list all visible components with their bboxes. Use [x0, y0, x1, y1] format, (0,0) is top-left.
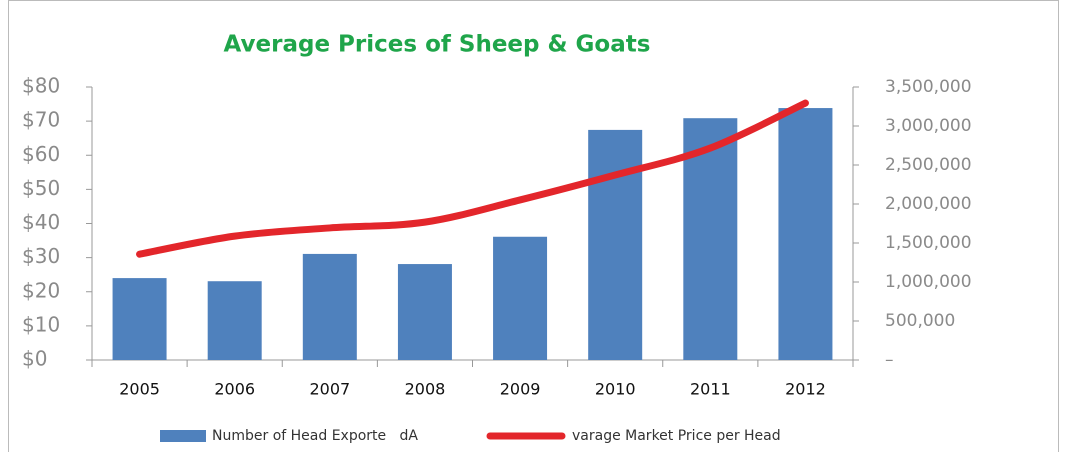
y2-tick-label: 2,500,000: [885, 155, 972, 175]
legend-label: varage Market Price per Head: [572, 428, 781, 444]
x-tick-label: 2006: [214, 380, 255, 399]
y-tick-label: $0: [22, 347, 47, 371]
y2-tick-label: 3,500,000: [885, 77, 972, 97]
y2-tick-label: 1,500,000: [885, 233, 972, 253]
bar: [683, 118, 738, 360]
x-tick-label: 2012: [785, 380, 826, 399]
y2-tick-label: 3,000,000: [885, 116, 972, 136]
y-tick-label: $20: [22, 278, 60, 302]
chart-border: [8, 0, 1059, 452]
x-tick-label: 2005: [119, 380, 160, 399]
chart-title: Average Prices of Sheep & Goats: [224, 32, 651, 58]
bar: [207, 281, 262, 360]
bar: [493, 236, 548, 360]
x-tick-label: 2008: [405, 380, 446, 399]
y-tick-label: $80: [22, 74, 60, 98]
y-tick-label: $70: [22, 108, 60, 132]
y-tick-label: $30: [22, 244, 60, 268]
line: [136, 99, 809, 258]
y-tick-label: $50: [22, 176, 60, 200]
x-tick-label: 2007: [309, 380, 350, 399]
legend-label: Number of Head Exporte dA: [212, 428, 418, 444]
y-tick-label: $10: [22, 312, 60, 336]
y-tick-label: $60: [22, 142, 60, 166]
bar: [397, 264, 452, 360]
y2-tick-label: 2,000,000: [885, 194, 972, 214]
bar: [302, 253, 357, 360]
y-tick-label: $40: [22, 210, 60, 234]
y2-tick-label: 1,000,000: [885, 272, 972, 292]
bar: [588, 129, 643, 360]
y2-tick-label: –: [885, 350, 894, 370]
legend-swatch: [160, 430, 206, 442]
x-tick-label: 2009: [500, 380, 541, 399]
bar: [112, 278, 167, 360]
y2-tick-label: 500,000: [885, 311, 955, 331]
x-tick-label: 2011: [690, 380, 731, 399]
bar: [778, 108, 833, 360]
x-tick-label: 2010: [595, 380, 636, 399]
